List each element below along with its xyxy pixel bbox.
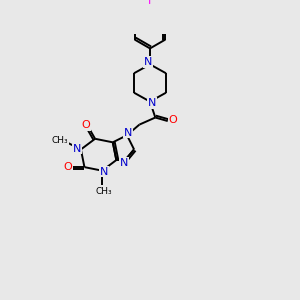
Text: CH₃: CH₃ — [51, 136, 68, 145]
Text: N: N — [148, 98, 156, 108]
Text: O: O — [169, 115, 177, 125]
Text: N: N — [73, 143, 82, 154]
Text: N: N — [100, 167, 108, 177]
Text: CH₃: CH₃ — [96, 187, 112, 196]
Text: N: N — [120, 158, 128, 168]
Text: N: N — [124, 128, 132, 138]
Text: O: O — [63, 162, 72, 172]
Text: O: O — [81, 120, 90, 130]
Text: N: N — [144, 57, 152, 67]
Text: F: F — [148, 0, 154, 6]
